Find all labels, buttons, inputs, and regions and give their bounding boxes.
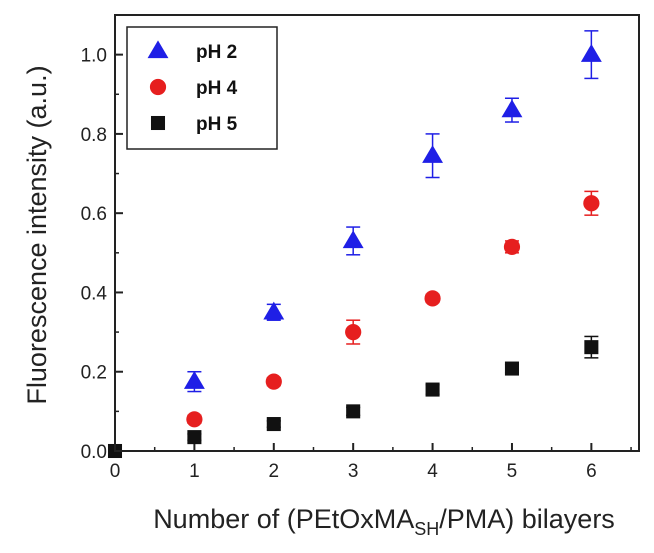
x-axis-title: Number of (PEtOxMASH/PMA) bilayers xyxy=(153,504,615,539)
series-1 xyxy=(186,190,600,428)
data-point-1-3 xyxy=(424,290,441,307)
data-point-0-0 xyxy=(183,371,205,389)
x-tick-label-4: 4 xyxy=(427,461,438,482)
data-point-1-5 xyxy=(583,195,600,212)
x-tick-label-2: 2 xyxy=(268,461,279,482)
data-layer xyxy=(107,30,602,459)
data-point-2-1 xyxy=(187,430,202,445)
legend-label-0: pH 2 xyxy=(196,42,237,63)
y-tick-label-3: 0.6 xyxy=(81,204,107,225)
data-point-0-2 xyxy=(342,230,364,249)
data-point-2-5 xyxy=(504,361,519,376)
y-tick-label-5: 1.0 xyxy=(81,46,107,67)
y-tick-label-0: 0.0 xyxy=(81,442,107,463)
x-tick-label-0: 0 xyxy=(110,461,121,482)
data-point-0-3 xyxy=(422,145,444,163)
series-0 xyxy=(183,30,602,393)
data-point-2-4 xyxy=(425,382,440,397)
x-tick-label-6: 6 xyxy=(586,461,597,482)
data-point-1-0 xyxy=(186,411,203,428)
legend-label-1: pH 4 xyxy=(196,78,238,99)
ticks-layer: 0 1 2 3 4 5 6 0.0 0.2 0.4 0.6 0.8 1.0 xyxy=(81,46,632,482)
data-point-2-2 xyxy=(266,417,281,432)
x-axis-title-rest: /PMA) bilayers xyxy=(439,504,615,534)
y-tick-label-1: 0.2 xyxy=(81,363,107,384)
data-point-0-4 xyxy=(501,99,523,118)
x-tick-label-5: 5 xyxy=(507,461,518,482)
data-point-0-5 xyxy=(580,44,602,62)
legend-label-2: pH 5 xyxy=(196,114,238,135)
data-point-1-1 xyxy=(265,373,282,390)
legend-marker-0 xyxy=(147,40,169,59)
y-tick-label-2: 0.4 xyxy=(81,283,108,304)
legend: pH 2 pH 4 pH 5 xyxy=(126,26,278,150)
x-tick-label-3: 3 xyxy=(348,461,359,482)
y-axis-title: Fluorescence intensity (a.u.) xyxy=(22,65,52,404)
y-tick-label-4: 0.8 xyxy=(81,125,107,146)
x-axis-title-subscript: SH xyxy=(414,519,439,539)
plot-frame xyxy=(114,14,640,452)
data-point-0-1 xyxy=(263,301,285,320)
data-point-2-6 xyxy=(584,340,599,355)
data-point-1-2 xyxy=(345,323,362,341)
data-point-2-3 xyxy=(346,404,361,419)
data-point-1-4 xyxy=(503,238,521,255)
legend-marker-2 xyxy=(150,115,166,131)
x-tick-label-1: 1 xyxy=(189,461,200,482)
series-2 xyxy=(107,335,599,459)
x-axis-title-main: Number of (PEtOxMA xyxy=(153,504,414,534)
legend-marker-1 xyxy=(149,78,167,96)
